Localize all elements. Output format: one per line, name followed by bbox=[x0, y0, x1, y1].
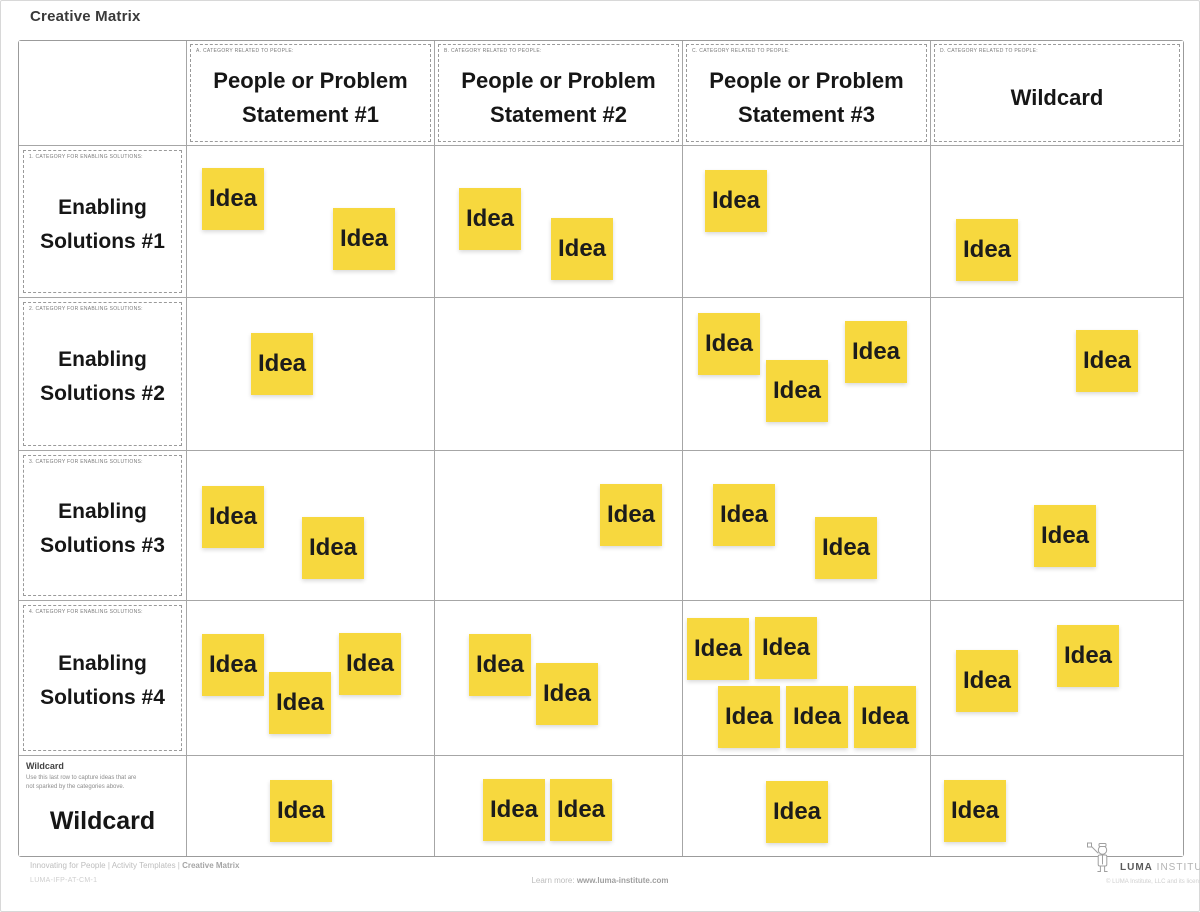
row-header-box-4: 4. CATEGORY FOR ENABLING SOLUTIONS: Enabl… bbox=[23, 605, 182, 751]
sticky-note-idea[interactable]: Idea bbox=[766, 781, 828, 843]
row-header-caption: 2. CATEGORY FOR ENABLING SOLUTIONS: bbox=[29, 306, 143, 312]
sticky-note-idea[interactable]: Idea bbox=[550, 779, 612, 841]
row-header-box-2: 2. CATEGORY FOR ENABLING SOLUTIONS: Enabl… bbox=[23, 302, 182, 446]
sticky-note-idea[interactable]: Idea bbox=[202, 634, 264, 696]
page-title: Creative Matrix bbox=[30, 8, 141, 25]
sticky-note-idea[interactable]: Idea bbox=[713, 484, 775, 546]
wildcard-row-label: Wildcard bbox=[49, 806, 156, 835]
row-header-3: 3. CATEGORY FOR ENABLING SOLUTIONS: Enabl… bbox=[19, 451, 187, 601]
learn-more-label: Learn more: bbox=[531, 876, 577, 885]
sticky-note-idea[interactable]: Idea bbox=[845, 321, 907, 383]
column-header-caption: D. CATEGORY RELATED TO PEOPLE: bbox=[940, 48, 1038, 54]
breadcrumb-current: Creative Matrix bbox=[182, 861, 240, 870]
template-code: LUMA-IFP-AT-CM-1 bbox=[30, 877, 98, 884]
footer-breadcrumb: Innovating for People | Activity Templat… bbox=[30, 861, 239, 870]
column-header-2: B. CATEGORY RELATED TO PEOPLE: People or … bbox=[435, 41, 683, 146]
sticky-note-idea[interactable]: Idea bbox=[766, 360, 828, 422]
brand-secondary: INSTITUTE bbox=[1156, 862, 1200, 873]
sticky-note-idea[interactable]: Idea bbox=[956, 650, 1018, 712]
column-header-caption: A. CATEGORY RELATED TO PEOPLE: bbox=[196, 48, 294, 54]
row-header-label: Enabling Solutions #1 bbox=[40, 195, 165, 253]
sticky-note-idea[interactable]: Idea bbox=[536, 663, 598, 725]
column-header-label: Wildcard bbox=[1010, 84, 1104, 110]
sticky-note-idea[interactable]: Idea bbox=[459, 188, 521, 250]
wildcard-row-description: Use this last row to capture ideas that … bbox=[26, 775, 137, 790]
column-header-3: C. CATEGORY RELATED TO PEOPLE: People or … bbox=[683, 41, 931, 146]
matrix-cell-r2c4[interactable] bbox=[931, 298, 1183, 451]
row-header-caption: 1. CATEGORY FOR ENABLING SOLUTIONS: bbox=[29, 154, 143, 160]
sticky-note-idea[interactable]: Idea bbox=[469, 634, 531, 696]
sticky-note-idea[interactable]: Idea bbox=[786, 686, 848, 748]
row-header-box-3: 3. CATEGORY FOR ENABLING SOLUTIONS: Enabl… bbox=[23, 455, 182, 596]
sticky-note-idea[interactable]: Idea bbox=[718, 686, 780, 748]
sticky-note-idea[interactable]: Idea bbox=[600, 484, 662, 546]
column-header-box-3: C. CATEGORY RELATED TO PEOPLE: People or … bbox=[686, 44, 927, 142]
sticky-note-idea[interactable]: Idea bbox=[202, 486, 264, 548]
column-header-box-2: B. CATEGORY RELATED TO PEOPLE: People or … bbox=[438, 44, 679, 142]
sticky-note-idea[interactable]: Idea bbox=[854, 686, 916, 748]
luma-mascot-icon bbox=[1087, 842, 1108, 872]
wildcard-row-header: Wildcard Use this last row to capture ide… bbox=[19, 756, 187, 856]
sticky-note-idea[interactable]: Idea bbox=[251, 333, 313, 395]
sticky-note-idea[interactable]: Idea bbox=[333, 208, 395, 270]
row-header-1: 1. CATEGORY FOR ENABLING SOLUTIONS: Enabl… bbox=[19, 146, 187, 298]
brand-primary: LUMA bbox=[1120, 862, 1153, 873]
sticky-note-idea[interactable]: Idea bbox=[302, 517, 364, 579]
matrix-cell-r3c2[interactable] bbox=[435, 451, 683, 601]
row-header-label: Enabling Solutions #2 bbox=[40, 348, 165, 405]
row-header-caption: 4. CATEGORY FOR ENABLING SOLUTIONS: bbox=[29, 609, 143, 615]
sticky-note-idea[interactable]: Idea bbox=[483, 779, 545, 841]
column-header-label: People or Problem Statement #2 bbox=[461, 67, 656, 127]
wildcard-row-title: Wildcard bbox=[26, 761, 64, 771]
sticky-note-idea[interactable]: Idea bbox=[698, 313, 760, 375]
copyright-notice: © LUMA Institute, LLC and its licensors bbox=[1106, 879, 1200, 885]
column-header-label: People or Problem Statement #3 bbox=[709, 67, 904, 127]
row-header-4: 4. CATEGORY FOR ENABLING SOLUTIONS: Enabl… bbox=[19, 601, 187, 756]
sticky-note-idea[interactable]: Idea bbox=[755, 617, 817, 679]
sticky-note-idea[interactable]: Idea bbox=[1034, 505, 1096, 567]
column-header-1: A. CATEGORY RELATED TO PEOPLE: People or … bbox=[187, 41, 435, 146]
sticky-note-idea[interactable]: Idea bbox=[339, 633, 401, 695]
column-header-caption: B. CATEGORY RELATED TO PEOPLE: bbox=[444, 48, 542, 54]
matrix-corner-cell bbox=[19, 41, 187, 146]
sticky-note-idea[interactable]: Idea bbox=[269, 672, 331, 734]
learn-more-url[interactable]: www.luma-institute.com bbox=[576, 876, 669, 885]
column-header-label: People or Problem Statement #1 bbox=[213, 67, 408, 127]
sticky-note-idea[interactable]: Idea bbox=[705, 170, 767, 232]
luma-institute-logo: LUMA INSTITUTE bbox=[1120, 862, 1200, 873]
row-header-caption: 3. CATEGORY FOR ENABLING SOLUTIONS: bbox=[29, 459, 143, 465]
sticky-note-idea[interactable]: Idea bbox=[944, 780, 1006, 842]
column-header-caption: C. CATEGORY RELATED TO PEOPLE: bbox=[692, 48, 790, 54]
creative-matrix-board: A. CATEGORY RELATED TO PEOPLE: People or … bbox=[18, 40, 1184, 857]
breadcrumb-prefix: Innovating for People | Activity Templat… bbox=[30, 861, 183, 870]
sticky-note-idea[interactable]: Idea bbox=[1057, 625, 1119, 687]
sticky-note-idea[interactable]: Idea bbox=[551, 218, 613, 280]
sticky-note-idea[interactable]: Idea bbox=[270, 780, 332, 842]
sticky-note-idea[interactable]: Idea bbox=[1076, 330, 1138, 392]
sticky-note-idea[interactable]: Idea bbox=[202, 168, 264, 230]
column-header-4: D. CATEGORY RELATED TO PEOPLE: Wildcard bbox=[931, 41, 1183, 146]
learn-more: Learn more: www.luma-institute.com bbox=[0, 876, 1200, 885]
row-header-box-1: 1. CATEGORY FOR ENABLING SOLUTIONS: Enabl… bbox=[23, 150, 182, 293]
row-header-label: Enabling Solutions #4 bbox=[40, 652, 165, 709]
sticky-note-idea[interactable]: Idea bbox=[815, 517, 877, 579]
row-header-label: Enabling Solutions #3 bbox=[40, 499, 165, 557]
sticky-note-idea[interactable]: Idea bbox=[956, 219, 1018, 281]
row-header-2: 2. CATEGORY FOR ENABLING SOLUTIONS: Enabl… bbox=[19, 298, 187, 451]
sticky-notes-layer: Idea Idea Idea Idea Idea Idea Idea Idea Idea Idea… bbox=[19, 41, 1183, 856]
sticky-note-idea[interactable]: Idea bbox=[687, 618, 749, 680]
matrix-cell-r2c2[interactable] bbox=[435, 298, 683, 451]
column-header-box-4: D. CATEGORY RELATED TO PEOPLE: Wildcard bbox=[934, 44, 1180, 142]
column-header-box-1: A. CATEGORY RELATED TO PEOPLE: People or … bbox=[190, 44, 431, 142]
